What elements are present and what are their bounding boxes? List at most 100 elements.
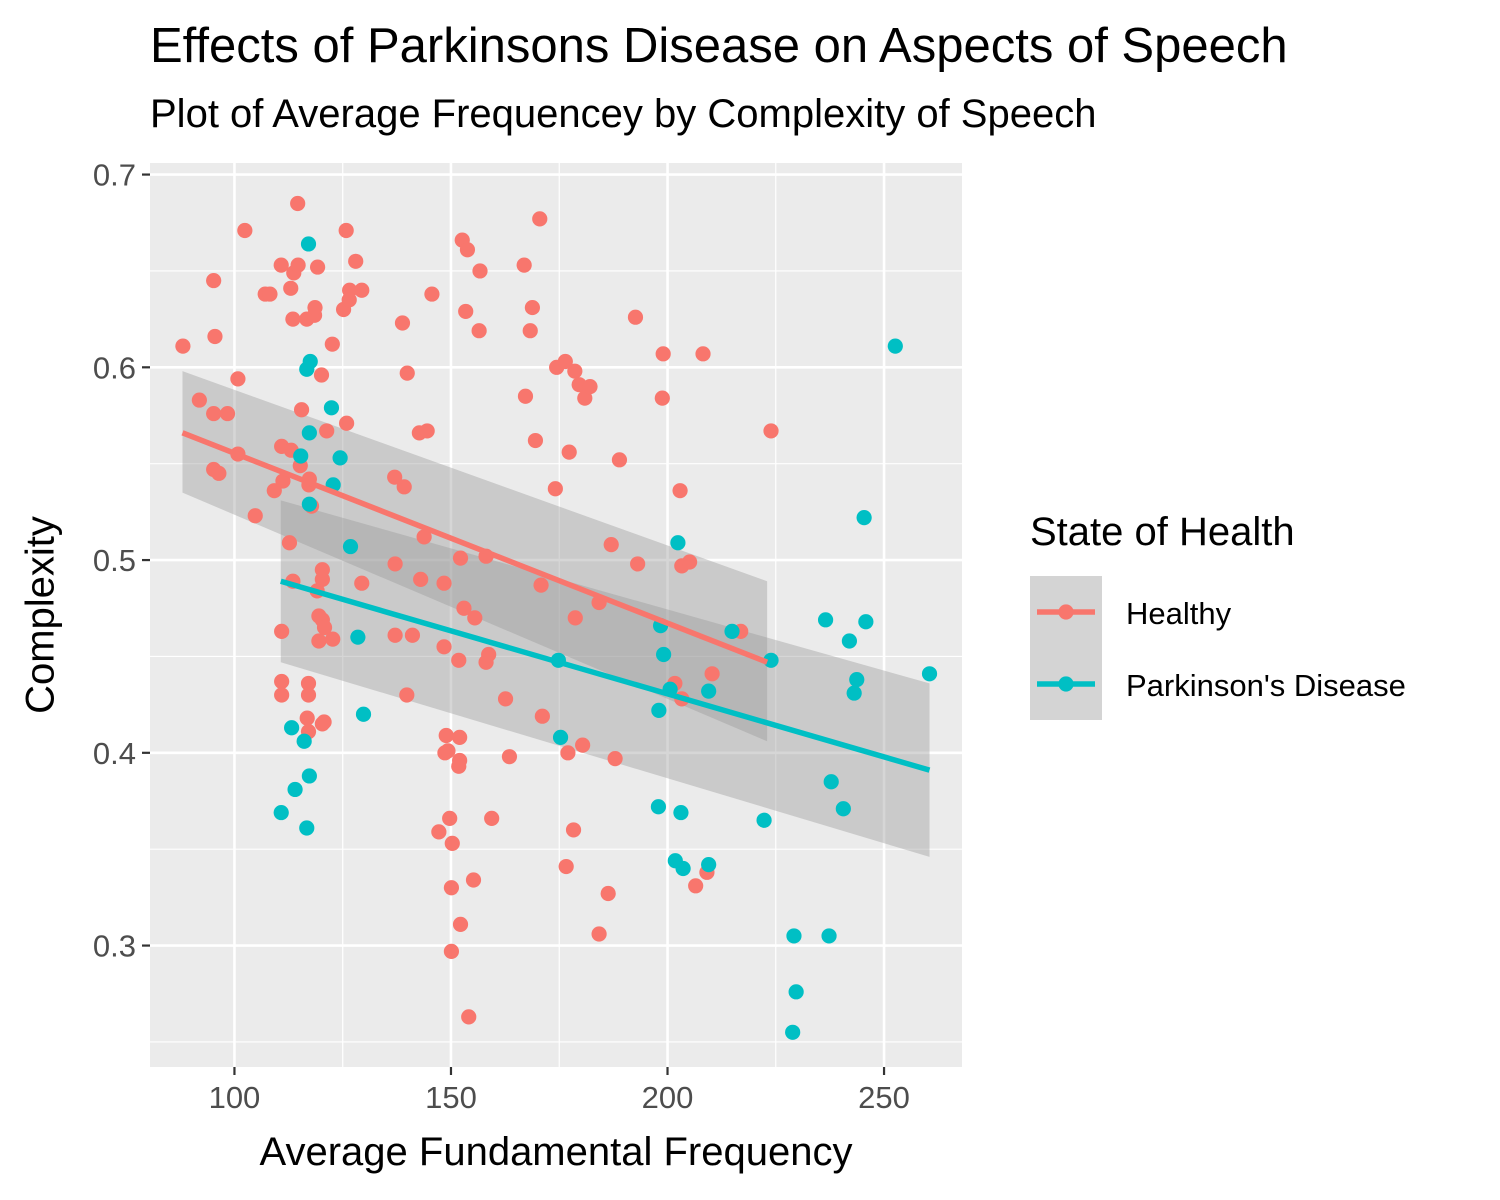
- trend-line: [181, 430, 769, 665]
- x-tick-label: 250: [858, 1080, 910, 1115]
- data-point: [887, 338, 903, 354]
- data-point: [419, 423, 435, 439]
- data-point: [672, 483, 688, 499]
- data-point: [311, 633, 327, 649]
- data-point: [348, 253, 364, 269]
- data-point: [273, 257, 289, 273]
- data-point: [309, 259, 326, 275]
- data-point: [293, 448, 309, 464]
- data-point: [299, 710, 315, 726]
- data-point: [627, 309, 644, 325]
- data-point: [650, 799, 667, 815]
- data-point: [404, 627, 421, 643]
- data-point: [558, 858, 574, 875]
- data-point: [567, 363, 583, 379]
- data-point: [557, 353, 573, 370]
- data-point: [296, 733, 312, 749]
- data-point: [387, 556, 403, 572]
- data-point: [846, 685, 862, 701]
- legend-keys: [1030, 576, 1102, 720]
- data-point: [230, 371, 246, 387]
- data-point: [247, 508, 263, 524]
- data-point: [561, 444, 577, 460]
- data-point: [399, 365, 415, 381]
- data-point: [522, 323, 538, 339]
- data-point: [341, 292, 357, 308]
- x-axis-label: Average Fundamental Frequency: [259, 1130, 853, 1174]
- data-point: [319, 423, 335, 439]
- data-point: [673, 804, 689, 821]
- data-point: [325, 631, 341, 647]
- data-point: [440, 743, 456, 759]
- data-point: [443, 880, 460, 896]
- legend-key-point: [1058, 604, 1074, 620]
- data-point: [438, 727, 454, 744]
- data-point: [354, 575, 370, 591]
- data-point: [314, 562, 330, 578]
- data-point: [290, 257, 306, 273]
- data-point: [756, 812, 772, 828]
- data-point: [467, 610, 483, 626]
- data-point: [459, 242, 476, 258]
- data-point: [206, 272, 222, 289]
- data-point: [701, 683, 717, 699]
- data-point: [431, 824, 447, 840]
- data-point: [465, 872, 482, 888]
- y-tick-label: 0.3: [93, 929, 136, 964]
- data-point: [452, 729, 468, 745]
- data-point: [682, 554, 698, 570]
- data-point: [443, 943, 460, 959]
- data-point: [451, 758, 467, 774]
- data-point: [191, 392, 207, 408]
- data-point: [316, 714, 332, 730]
- data-point: [350, 629, 366, 645]
- data-point: [600, 885, 616, 902]
- data-point: [695, 346, 711, 362]
- x-tick-label: 100: [209, 1080, 261, 1115]
- data-point: [307, 299, 323, 316]
- chart-subtitle: Plot of Average Frequencey by Complexity…: [150, 92, 1097, 136]
- data-point: [283, 280, 299, 296]
- data-point: [452, 550, 469, 566]
- data-point: [763, 423, 779, 439]
- data-point: [527, 432, 544, 449]
- legend-key-point: [1058, 676, 1074, 692]
- data-point: [856, 510, 872, 526]
- data-point: [299, 820, 315, 836]
- data-point: [275, 473, 291, 489]
- data-point: [481, 646, 497, 663]
- data-point: [701, 857, 717, 873]
- data-point: [301, 768, 317, 784]
- data-point: [630, 556, 646, 572]
- data-point: [300, 687, 317, 703]
- data-point: [821, 928, 837, 944]
- data-point: [436, 575, 452, 591]
- data-point: [452, 916, 469, 932]
- confidence-band: [182, 371, 768, 742]
- data-point: [841, 633, 858, 649]
- data-point: [611, 452, 628, 468]
- data-point: [591, 926, 607, 942]
- data-point: [338, 222, 354, 239]
- data-point: [399, 687, 415, 703]
- data-point: [461, 1009, 477, 1025]
- data-point: [582, 378, 598, 395]
- data-point: [290, 195, 306, 212]
- data-point: [206, 405, 222, 422]
- data-point: [560, 745, 576, 761]
- data-point: [688, 878, 704, 894]
- data-point: [575, 737, 591, 753]
- data-point: [675, 860, 691, 877]
- y-axis: 0.3 0.4 0.5 0.6 0.7: [93, 158, 150, 964]
- data-point: [285, 311, 301, 327]
- data-point: [763, 652, 779, 668]
- data-point: [211, 465, 227, 481]
- data-point: [219, 405, 236, 422]
- data-point: [394, 315, 411, 331]
- data-point: [300, 675, 317, 692]
- data-point: [654, 390, 670, 406]
- data-point: [565, 822, 582, 838]
- trend-lines: [181, 430, 931, 773]
- data-point: [436, 639, 452, 655]
- data-point: [237, 222, 253, 239]
